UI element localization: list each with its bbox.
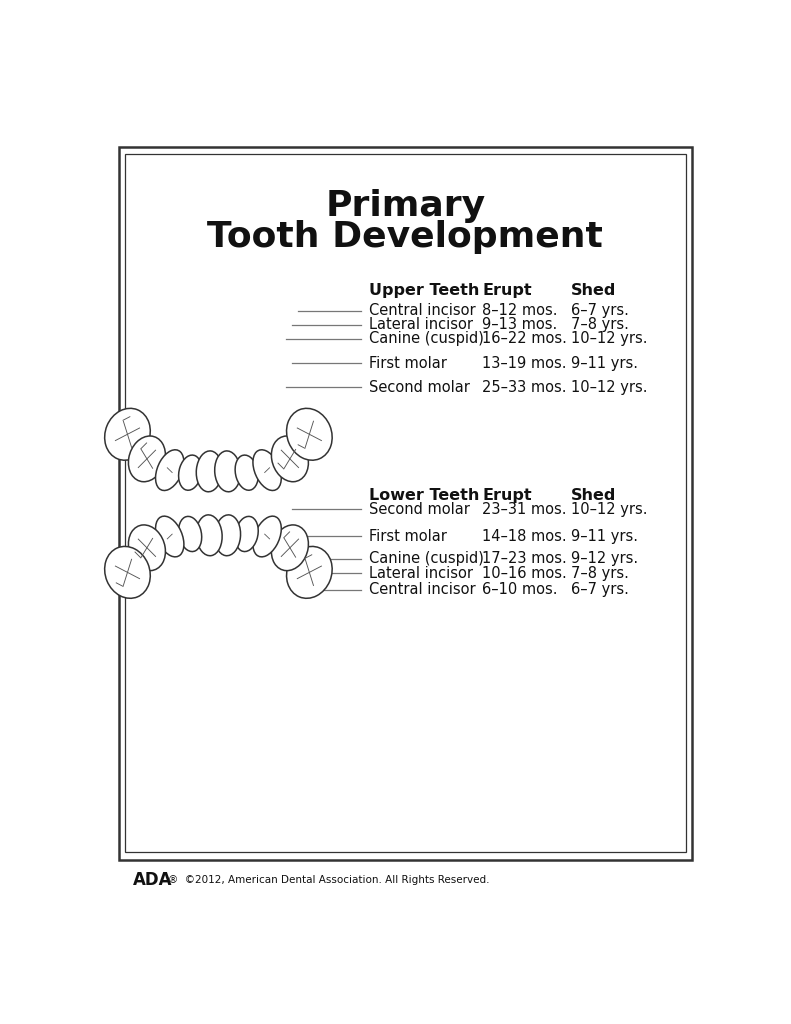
Text: 17–23 mos.: 17–23 mos. [482,551,567,566]
Text: 9–11 yrs.: 9–11 yrs. [571,356,638,371]
Ellipse shape [286,409,332,460]
Ellipse shape [214,451,240,492]
Ellipse shape [253,516,282,557]
Text: 6–7 yrs.: 6–7 yrs. [571,303,629,318]
Text: Central incisor: Central incisor [369,303,475,318]
Ellipse shape [179,455,202,490]
Text: Canine (cuspid): Canine (cuspid) [369,551,483,566]
Text: Second molar: Second molar [369,380,470,394]
Text: 13–19 mos.: 13–19 mos. [482,356,566,371]
Text: 23–31 mos.: 23–31 mos. [482,502,566,517]
Text: Second molar: Second molar [369,502,470,517]
Text: Upper Teeth: Upper Teeth [369,283,479,298]
Text: Shed: Shed [571,487,616,503]
Text: First molar: First molar [369,528,446,544]
Text: 25–33 mos.: 25–33 mos. [482,380,566,394]
Ellipse shape [214,515,240,556]
Ellipse shape [235,516,258,552]
Text: Lower Teeth: Lower Teeth [369,487,479,503]
Text: Lateral incisor: Lateral incisor [369,317,472,332]
Text: 16–22 mos.: 16–22 mos. [482,332,567,346]
Ellipse shape [128,436,165,481]
Text: 7–8 yrs.: 7–8 yrs. [571,565,629,581]
Text: 6–10 mos.: 6–10 mos. [482,583,558,597]
Ellipse shape [128,525,165,570]
Ellipse shape [271,525,308,570]
Text: 6–7 yrs.: 6–7 yrs. [571,583,629,597]
Text: ADA: ADA [133,870,172,889]
Ellipse shape [179,516,202,552]
Ellipse shape [104,547,150,598]
Ellipse shape [104,409,150,460]
Ellipse shape [253,450,282,490]
Text: 9–11 yrs.: 9–11 yrs. [571,528,638,544]
Ellipse shape [196,515,222,556]
Text: Canine (cuspid): Canine (cuspid) [369,332,483,346]
Ellipse shape [235,455,258,490]
Ellipse shape [271,436,308,481]
Text: 10–12 yrs.: 10–12 yrs. [571,332,647,346]
Text: ®  ©2012, American Dental Association. All Rights Reserved.: ® ©2012, American Dental Association. Al… [168,874,490,885]
Text: Lateral incisor: Lateral incisor [369,565,472,581]
Text: Erupt: Erupt [482,283,532,298]
Text: First molar: First molar [369,356,446,371]
Text: Primary: Primary [325,188,486,222]
Text: 10–12 yrs.: 10–12 yrs. [571,502,647,517]
Text: 9–13 mos.: 9–13 mos. [482,317,558,332]
Text: 7–8 yrs.: 7–8 yrs. [571,317,629,332]
Text: 14–18 mos.: 14–18 mos. [482,528,566,544]
Text: 10–16 mos.: 10–16 mos. [482,565,567,581]
Ellipse shape [156,516,184,557]
Ellipse shape [156,450,184,490]
Bar [125,155,686,852]
Ellipse shape [286,547,332,598]
Text: Erupt: Erupt [482,487,532,503]
Text: Tooth Development: Tooth Development [207,220,604,254]
Text: 9–12 yrs.: 9–12 yrs. [571,551,638,566]
Ellipse shape [196,451,222,492]
Text: 8–12 mos.: 8–12 mos. [482,303,558,318]
Text: 10–12 yrs.: 10–12 yrs. [571,380,647,394]
Text: Shed: Shed [571,283,616,298]
Text: Central incisor: Central incisor [369,583,475,597]
